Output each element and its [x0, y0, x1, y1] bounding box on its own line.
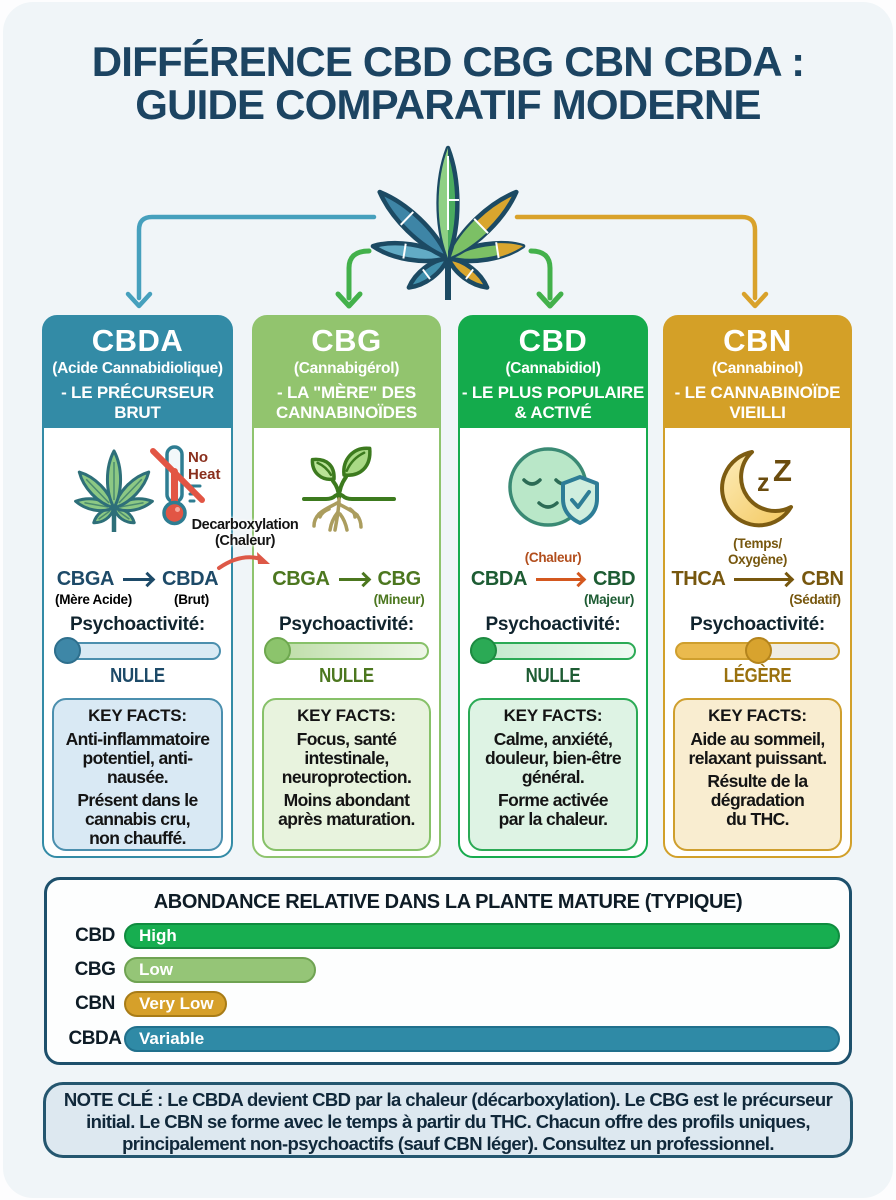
svg-text:Z: Z — [773, 453, 792, 488]
svg-text:No: No — [188, 449, 208, 466]
svg-text:z: z — [757, 469, 770, 497]
svg-text:Heat: Heat — [188, 466, 221, 483]
